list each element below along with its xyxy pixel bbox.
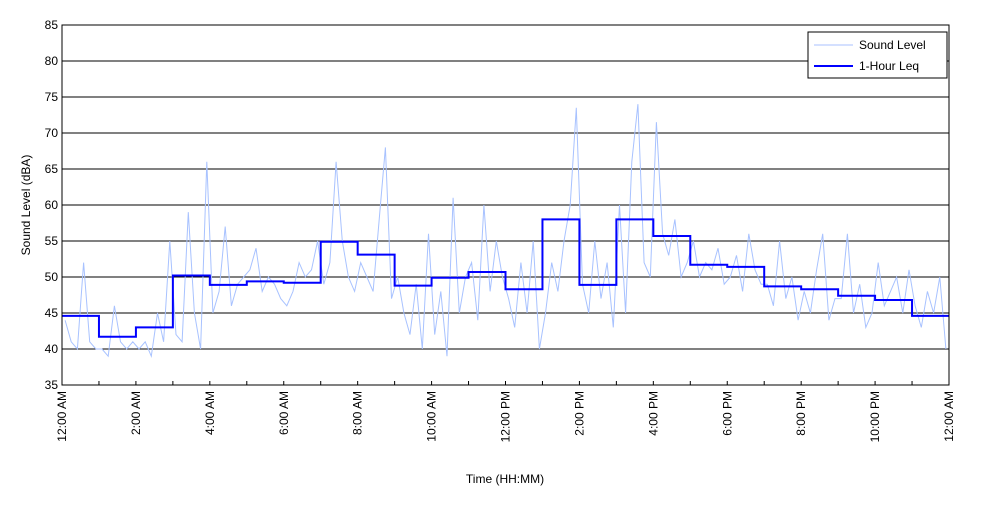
x-tick-label: 12:00 PM <box>499 391 513 442</box>
y-tick-label: 70 <box>45 126 59 140</box>
x-tick-label: 6:00 PM <box>720 391 734 436</box>
x-tick-label: 4:00 PM <box>646 391 660 436</box>
y-tick-label: 35 <box>45 378 59 392</box>
x-tick-label: 6:00 AM <box>277 391 291 435</box>
legend-label-sound-level: Sound Level <box>859 38 926 52</box>
y-tick-label: 55 <box>45 234 59 248</box>
x-tick-label: 10:00 PM <box>868 391 882 442</box>
y-tick-label: 65 <box>45 162 59 176</box>
x-tick-label: 12:00 AM <box>942 391 956 442</box>
x-tick-label: 12:00 AM <box>55 391 69 442</box>
grid-lines <box>62 60 949 350</box>
series-group <box>62 104 949 359</box>
legend: Sound Level 1-Hour Leq <box>807 31 948 79</box>
x-tick-label: 2:00 PM <box>572 391 586 436</box>
x-tick-label: 8:00 AM <box>351 391 365 435</box>
y-tick-label: 40 <box>45 342 59 356</box>
x-tick-label: 8:00 PM <box>794 391 808 436</box>
x-tick-label: 4:00 AM <box>203 391 217 435</box>
y-axis-label: Sound Level (dBA) <box>19 155 33 256</box>
legend-box <box>807 31 948 79</box>
x-tick-label: 2:00 AM <box>129 391 143 435</box>
y-tick-label: 50 <box>45 270 59 284</box>
y-tick-label: 60 <box>45 198 59 212</box>
series-leq-step-line <box>62 218 949 338</box>
y-tick-label: 85 <box>45 18 59 32</box>
x-axis: 12:00 AM 2:00 AM 4:00 AM 6:00 AM 8:00 AM 10:0… <box>55 381 956 442</box>
x-tick-label: 10:00 AM <box>425 391 439 442</box>
y-tick-label: 80 <box>45 54 59 68</box>
legend-label-leq: 1-Hour Leq <box>859 59 919 73</box>
series-sound-level-line <box>64 104 947 359</box>
y-tick-label: 75 <box>45 90 59 104</box>
y-axis: 35 40 45 50 55 60 65 70 75 80 85 <box>45 18 66 392</box>
x-axis-label: Time (HH:MM) <box>466 472 544 486</box>
y-tick-label: 45 <box>45 306 59 320</box>
